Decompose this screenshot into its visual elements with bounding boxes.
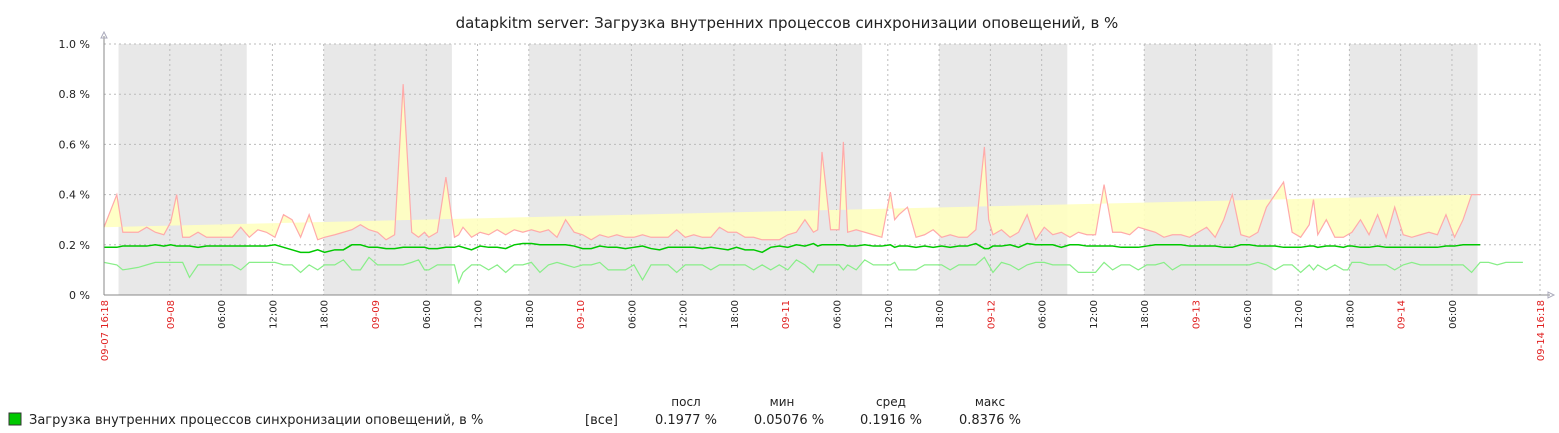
x-tick-label: 12:00 bbox=[268, 300, 279, 329]
x-tick-label: 06:00 bbox=[422, 300, 433, 329]
x-tick-label: 09-10 bbox=[576, 300, 587, 329]
legend-func: [все] bbox=[585, 413, 618, 428]
legend-value-last: 0.1977 % bbox=[655, 413, 717, 428]
x-tick-label: 12:00 bbox=[679, 300, 690, 329]
x-tick-label: 18:00 bbox=[1345, 300, 1356, 329]
x-tick-label: 09-14 16:18 bbox=[1536, 300, 1547, 361]
chart-title: datapkitm server: Загрузка внутренних пр… bbox=[456, 14, 1119, 32]
x-tick-label: 09-09 bbox=[371, 300, 382, 329]
shaded-period-5 bbox=[1349, 44, 1478, 295]
x-tick-label: 12:00 bbox=[884, 300, 895, 329]
series-min-line bbox=[103, 256, 1523, 285]
x-tick-label: 18:00 bbox=[320, 300, 331, 329]
legend-header-avg: сред bbox=[876, 395, 906, 409]
legend-value-min: 0.05076 % bbox=[754, 413, 824, 428]
x-tick-label: 09-13 bbox=[1192, 300, 1203, 329]
x-tick-label: 18:00 bbox=[730, 300, 741, 329]
y-tick-label: 0 % bbox=[69, 289, 90, 302]
grid bbox=[103, 43, 1541, 296]
legend-header-last: посл bbox=[671, 395, 700, 409]
x-tick-label: 06:00 bbox=[217, 300, 228, 329]
series-max-line bbox=[103, 84, 1481, 242]
legend-value-max: 0.8376 % bbox=[959, 413, 1021, 428]
y-tick-label: 1.0 % bbox=[59, 38, 90, 51]
x-tick-label: 09-07 16:18 bbox=[100, 300, 111, 361]
shaded-period-3 bbox=[939, 44, 1068, 295]
axes bbox=[100, 30, 1556, 299]
y-tick-label: 0.6 % bbox=[59, 138, 90, 151]
y-axis-arrow bbox=[100, 30, 108, 39]
series-band bbox=[104, 84, 1481, 240]
legend: посл мин сред макс Загрузка внутренних п… bbox=[8, 395, 1021, 428]
y-tick-label: 0.8 % bbox=[59, 88, 90, 101]
shaded-period-0 bbox=[118, 44, 247, 295]
x-tick-label: 18:00 bbox=[1140, 300, 1151, 329]
shaded-period-1 bbox=[323, 44, 452, 295]
x-tick-label: 09-08 bbox=[166, 300, 177, 329]
shaded-periods bbox=[118, 44, 1478, 295]
x-tick-label: 18:00 bbox=[525, 300, 536, 329]
x-tick-label: 06:00 bbox=[1243, 300, 1254, 329]
legend-header-max: макс bbox=[975, 395, 1005, 409]
series-avg-line bbox=[104, 242, 1481, 254]
legend-label: Загрузка внутренних процессов синхрониза… bbox=[29, 413, 483, 428]
x-tick-labels: 09-07 16:18 09-08 06:00 12:00 18:00 09-09 06:0… bbox=[100, 300, 1547, 361]
shaded-period-4 bbox=[1144, 44, 1273, 295]
y-tick-labels: 0 % 0.2 % 0.4 % 0.6 % 0.8 % 1.0 % bbox=[59, 38, 90, 302]
legend-header-min: мин bbox=[770, 395, 795, 409]
shaded-period-2 bbox=[528, 44, 863, 295]
x-tick-label: 09-14 bbox=[1397, 300, 1408, 329]
x-tick-label: 06:00 bbox=[1448, 300, 1459, 329]
x-tick-label: 12:00 bbox=[474, 300, 485, 329]
x-tick-label: 12:00 bbox=[1294, 300, 1305, 329]
series-areas bbox=[103, 84, 1523, 285]
x-tick-label: 12:00 bbox=[1089, 300, 1100, 329]
x-tick-label: 09-12 bbox=[986, 300, 997, 329]
x-tick-label: 09-11 bbox=[781, 300, 792, 329]
x-axis-arrow bbox=[1547, 291, 1556, 299]
y-tick-label: 0.4 % bbox=[59, 189, 90, 202]
y-tick-label: 0.2 % bbox=[59, 239, 90, 252]
legend-color-swatch bbox=[8, 412, 22, 426]
x-tick-label: 06:00 bbox=[1038, 300, 1049, 329]
x-tick-label: 06:00 bbox=[627, 300, 638, 329]
x-tick-label: 18:00 bbox=[935, 300, 946, 329]
legend-value-avg: 0.1916 % bbox=[860, 413, 922, 428]
x-tick-label: 06:00 bbox=[833, 300, 844, 329]
